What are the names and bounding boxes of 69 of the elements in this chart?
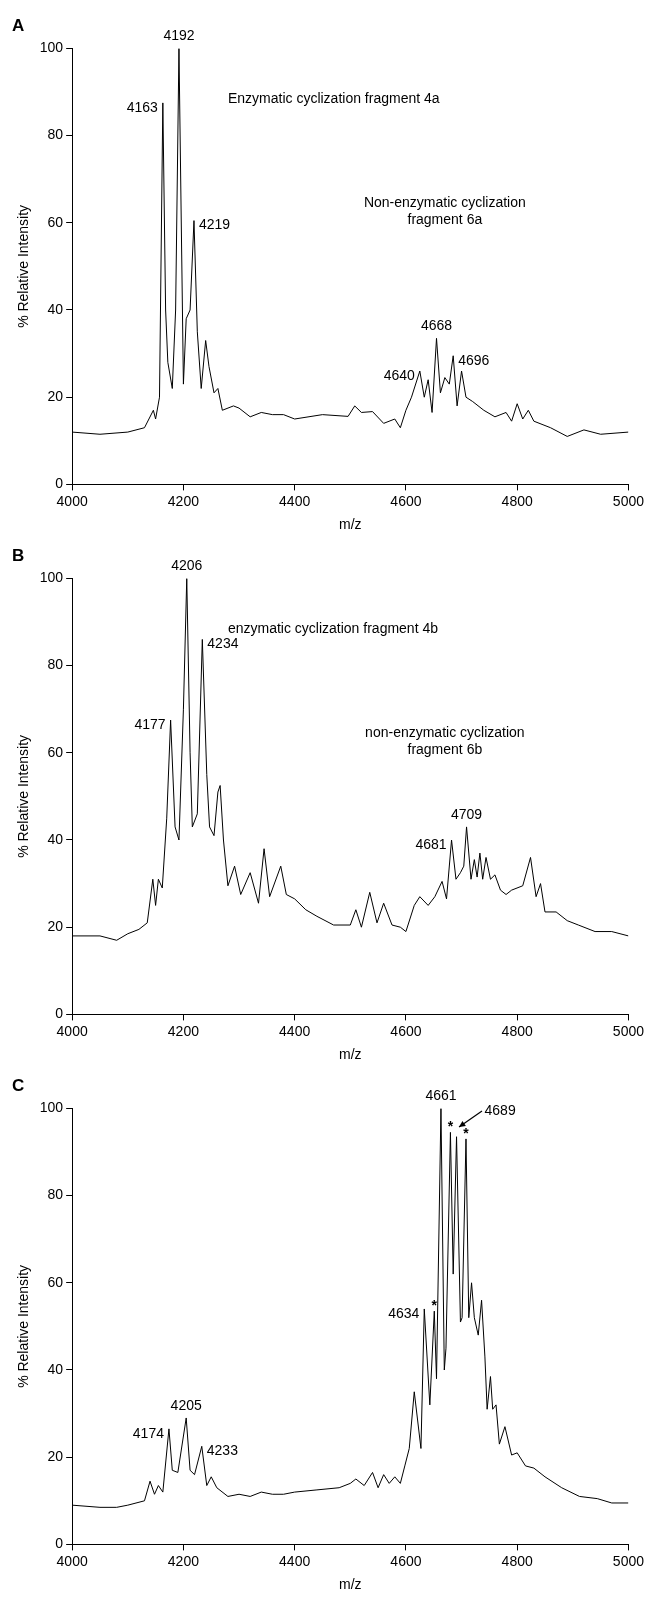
x-axis-title: m/z (339, 1576, 362, 1593)
annotation: Enzymatic cyclization fragment 4a (227, 89, 440, 106)
annotation: 4205 (170, 1396, 202, 1413)
x-tick-label: 4800 (501, 492, 533, 509)
x-tick-label: 4200 (167, 1022, 200, 1039)
annotation: 4233 (206, 1442, 239, 1459)
y-tick-label: 0 (55, 1005, 64, 1022)
annotation: 4696 (458, 351, 490, 368)
annotation: enzymatic cyclization fragment 4b (227, 619, 439, 636)
y-tick-label: 20 (47, 388, 64, 405)
x-tick-label: 4200 (167, 1552, 200, 1569)
x-tick-label: 4200 (167, 492, 200, 509)
y-tick-label: 40 (47, 300, 64, 317)
x-tick-label: 4000 (56, 492, 88, 509)
x-tick-label: 4600 (390, 492, 422, 509)
x-axis-title: m/z (339, 1046, 362, 1063)
chart-title: B (12, 545, 25, 565)
annotation: 4689 (484, 1101, 516, 1118)
y-axis-title: % Relative Intensity (15, 1264, 32, 1388)
y-tick-label: 100 (39, 1099, 64, 1116)
x-tick-label: 4400 (279, 1022, 311, 1039)
annotation: 4234 (207, 635, 239, 652)
annotation: 4163 (126, 98, 159, 115)
y-tick-label: 20 (47, 1448, 64, 1465)
x-tick-label: 4800 (501, 1022, 533, 1039)
annotation: Non-enzymatic cyclization fragment 6a (363, 194, 526, 228)
annotation: 4709 (450, 805, 483, 822)
x-tick-label: 5000 (612, 1552, 645, 1569)
x-tick-label: 4600 (390, 1022, 422, 1039)
annotation: non-enzymatic cyclization fragment 6b (365, 724, 525, 758)
chart-title: A (12, 15, 25, 35)
y-tick-label: 20 (47, 918, 64, 935)
annotation: 4206 (171, 557, 203, 574)
annotation: 4634 (388, 1304, 420, 1321)
x-tick-label: 5000 (612, 492, 645, 509)
annotation: 4174 (132, 1424, 165, 1441)
y-tick-label: 100 (39, 39, 64, 56)
annotation: * (431, 1297, 438, 1313)
annotation: 4177 (134, 715, 166, 732)
y-axis-title: % Relative Intensity (15, 204, 32, 328)
y-tick-label: 100 (39, 569, 64, 586)
y-tick-label: 60 (47, 743, 64, 760)
x-tick-label: 4600 (390, 1552, 422, 1569)
y-tick-label: 60 (47, 1273, 64, 1290)
annotation: 4219 (198, 216, 231, 233)
annotation: 4681 (415, 835, 447, 852)
annotation: 4192 (163, 27, 195, 44)
annotation: * (463, 1124, 470, 1141)
y-tick-label: 80 (47, 656, 64, 673)
annotation: * (447, 1118, 454, 1135)
annotation: 4668 (420, 317, 453, 334)
x-tick-label: 4400 (279, 492, 311, 509)
y-tick-label: 0 (55, 475, 64, 492)
x-tick-label: 4800 (501, 1552, 533, 1569)
x-axis-title: m/z (339, 516, 362, 533)
x-tick-label: 4400 (279, 1552, 311, 1569)
y-tick-label: 80 (47, 126, 64, 143)
y-tick-label: 40 (47, 830, 64, 847)
annotation: 4640 (383, 366, 416, 383)
y-tick-label: 0 (55, 1535, 64, 1552)
x-tick-label: 4000 (56, 1552, 88, 1569)
x-tick-label: 4000 (56, 1022, 88, 1039)
x-tick-label: 5000 (612, 1022, 645, 1039)
y-axis-title: % Relative Intensity (15, 734, 32, 858)
y-tick-label: 80 (47, 1186, 64, 1203)
chart-title: C (12, 1075, 25, 1095)
annotation: 4661 (425, 1087, 457, 1104)
y-tick-label: 40 (47, 1360, 64, 1377)
y-tick-label: 60 (47, 213, 64, 230)
